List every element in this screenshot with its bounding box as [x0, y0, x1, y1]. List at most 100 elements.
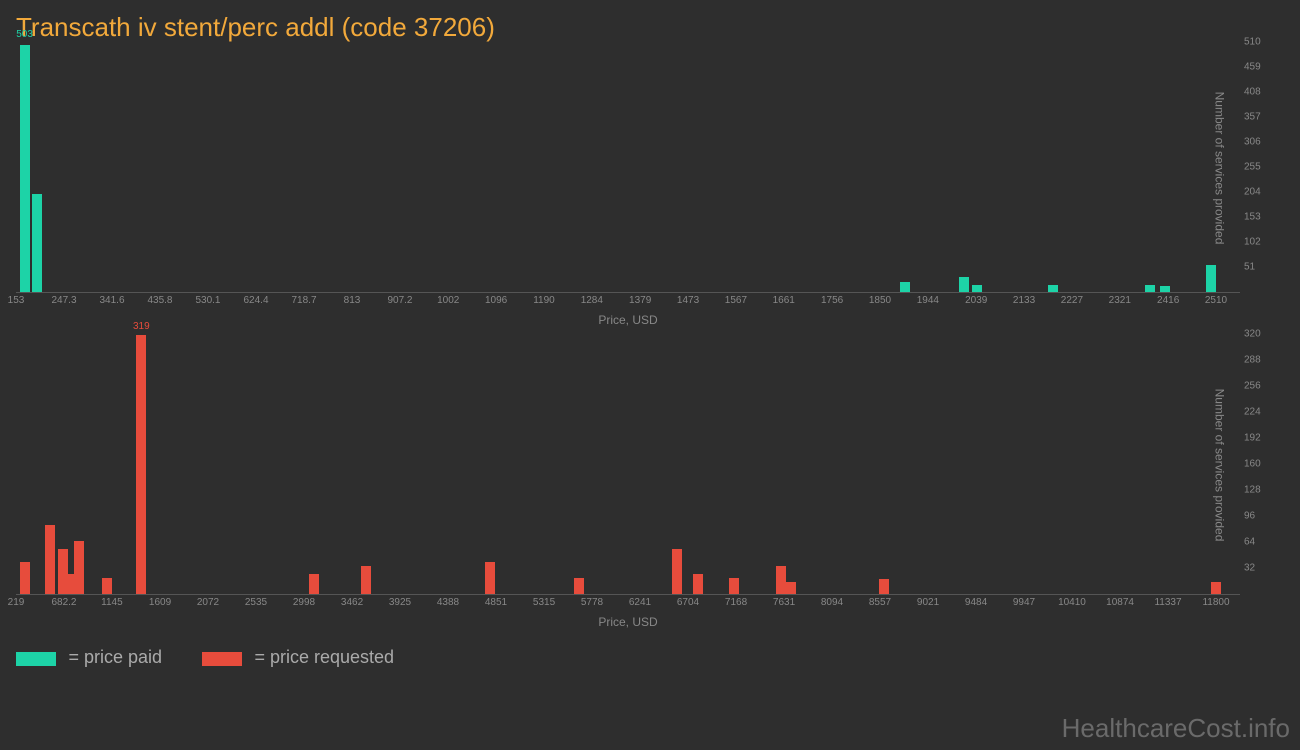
x-tick: 4388 — [437, 597, 459, 608]
x-tick: 5315 — [533, 597, 555, 608]
bar — [1160, 286, 1170, 292]
x-tick: 7168 — [725, 597, 747, 608]
legend-label-paid: = price paid — [68, 647, 162, 667]
y-tick: 192 — [1244, 433, 1261, 444]
bar — [1145, 285, 1155, 292]
bar — [672, 549, 682, 594]
x-tick: 1284 — [581, 295, 603, 306]
x-tick: 9021 — [917, 597, 939, 608]
bar — [729, 578, 739, 594]
x-tick: 2998 — [293, 597, 315, 608]
y-tick: 204 — [1244, 187, 1261, 198]
x-tick: 7631 — [773, 597, 795, 608]
bar — [574, 578, 584, 594]
plot-area-paid: 51102153204255306357408459510 Number of … — [16, 43, 1240, 293]
y-tick: 288 — [1244, 355, 1261, 366]
x-tick: 682.2 — [51, 597, 76, 608]
x-tick: 907.2 — [387, 295, 412, 306]
x-tick: 2535 — [245, 597, 267, 608]
bar — [136, 335, 146, 594]
x-tick: 2416 — [1157, 295, 1179, 306]
x-tick: 1756 — [821, 295, 843, 306]
x-tick: 6241 — [629, 597, 651, 608]
y-tick: 51 — [1244, 262, 1255, 273]
bar — [361, 566, 371, 594]
chart-paid: 51102153204255306357408459510 Number of … — [16, 43, 1240, 327]
x-tick: 1379 — [629, 295, 651, 306]
x-tick: 624.4 — [243, 295, 268, 306]
y-axis-label-requested: Number of services provided — [1213, 388, 1227, 541]
y-tick: 256 — [1244, 381, 1261, 392]
bar — [20, 45, 30, 292]
legend-item-paid: = price paid — [16, 647, 162, 668]
x-tick: 718.7 — [291, 295, 316, 306]
y-tick: 64 — [1244, 537, 1255, 548]
legend: = price paid = price requested — [0, 637, 1300, 668]
x-tick: 2321 — [1109, 295, 1131, 306]
y-tick: 459 — [1244, 62, 1261, 73]
x-tick: 3925 — [389, 597, 411, 608]
x-tick: 530.1 — [195, 295, 220, 306]
x-tick: 1473 — [677, 295, 699, 306]
y-tick: 153 — [1244, 212, 1261, 223]
y-tick: 510 — [1244, 37, 1261, 48]
x-tick: 8557 — [869, 597, 891, 608]
x-tick: 341.6 — [100, 295, 125, 306]
y-axis-label-paid: Number of services provided — [1213, 91, 1227, 244]
x-tick: 4851 — [485, 597, 507, 608]
x-tick: 435.8 — [147, 295, 172, 306]
x-tick: 1096 — [485, 295, 507, 306]
bar — [309, 574, 319, 594]
x-tick: 3462 — [341, 597, 363, 608]
x-tick: 2039 — [965, 295, 987, 306]
y-tick: 408 — [1244, 87, 1261, 98]
page-title: Transcath iv stent/perc addl (code 37206… — [0, 0, 1300, 43]
x-tick: 10874 — [1106, 597, 1134, 608]
y-tick: 357 — [1244, 112, 1261, 123]
x-tick: 6704 — [677, 597, 699, 608]
x-tick: 10410 — [1058, 597, 1086, 608]
watermark: HealthcareCost.info — [1062, 713, 1290, 744]
x-tick: 219 — [8, 597, 25, 608]
x-tick: 2227 — [1061, 295, 1083, 306]
x-tick: 8094 — [821, 597, 843, 608]
bar — [776, 566, 786, 594]
y-tick: 306 — [1244, 137, 1261, 148]
x-tick: 1944 — [917, 295, 939, 306]
bar — [900, 282, 910, 292]
x-tick: 1190 — [533, 295, 555, 306]
bar — [1206, 265, 1216, 292]
legend-label-requested: = price requested — [254, 647, 394, 667]
x-tick: 813 — [344, 295, 361, 306]
bar — [972, 285, 982, 292]
bar — [45, 525, 55, 594]
chart-requested: 326496128160192224256288320 Number of se… — [16, 335, 1240, 629]
x-tick: 1002 — [437, 295, 459, 306]
x-tick: 2072 — [197, 597, 219, 608]
x-tick: 9484 — [965, 597, 987, 608]
x-tick: 11337 — [1154, 597, 1181, 608]
x-tick: 1567 — [725, 295, 747, 306]
y-tick: 102 — [1244, 237, 1261, 248]
bar — [20, 562, 30, 595]
y-tick: 255 — [1244, 162, 1261, 173]
bar — [485, 562, 495, 595]
legend-item-requested: = price requested — [202, 647, 394, 668]
x-tick: 5778 — [581, 597, 603, 608]
y-tick: 128 — [1244, 485, 1261, 496]
bar — [693, 574, 703, 594]
x-axis-label-paid: Price, USD — [16, 313, 1240, 327]
x-tick: 11800 — [1202, 597, 1229, 608]
plot-area-requested: 326496128160192224256288320 Number of se… — [16, 335, 1240, 595]
x-axis-ticks-paid: 153247.3341.6435.8530.1624.4718.7813907.… — [16, 293, 1240, 311]
y-tick: 160 — [1244, 459, 1261, 470]
x-tick: 153 — [8, 295, 25, 306]
bar — [32, 194, 42, 292]
y-axis-ticks-requested: 326496128160192224256288320 — [1244, 335, 1280, 594]
x-tick: 247.3 — [51, 295, 76, 306]
x-tick: 1145 — [101, 597, 123, 608]
x-tick: 1661 — [773, 295, 795, 306]
swatch-paid-icon — [16, 652, 56, 666]
bar — [102, 578, 112, 594]
peak-label: 319 — [126, 321, 156, 332]
